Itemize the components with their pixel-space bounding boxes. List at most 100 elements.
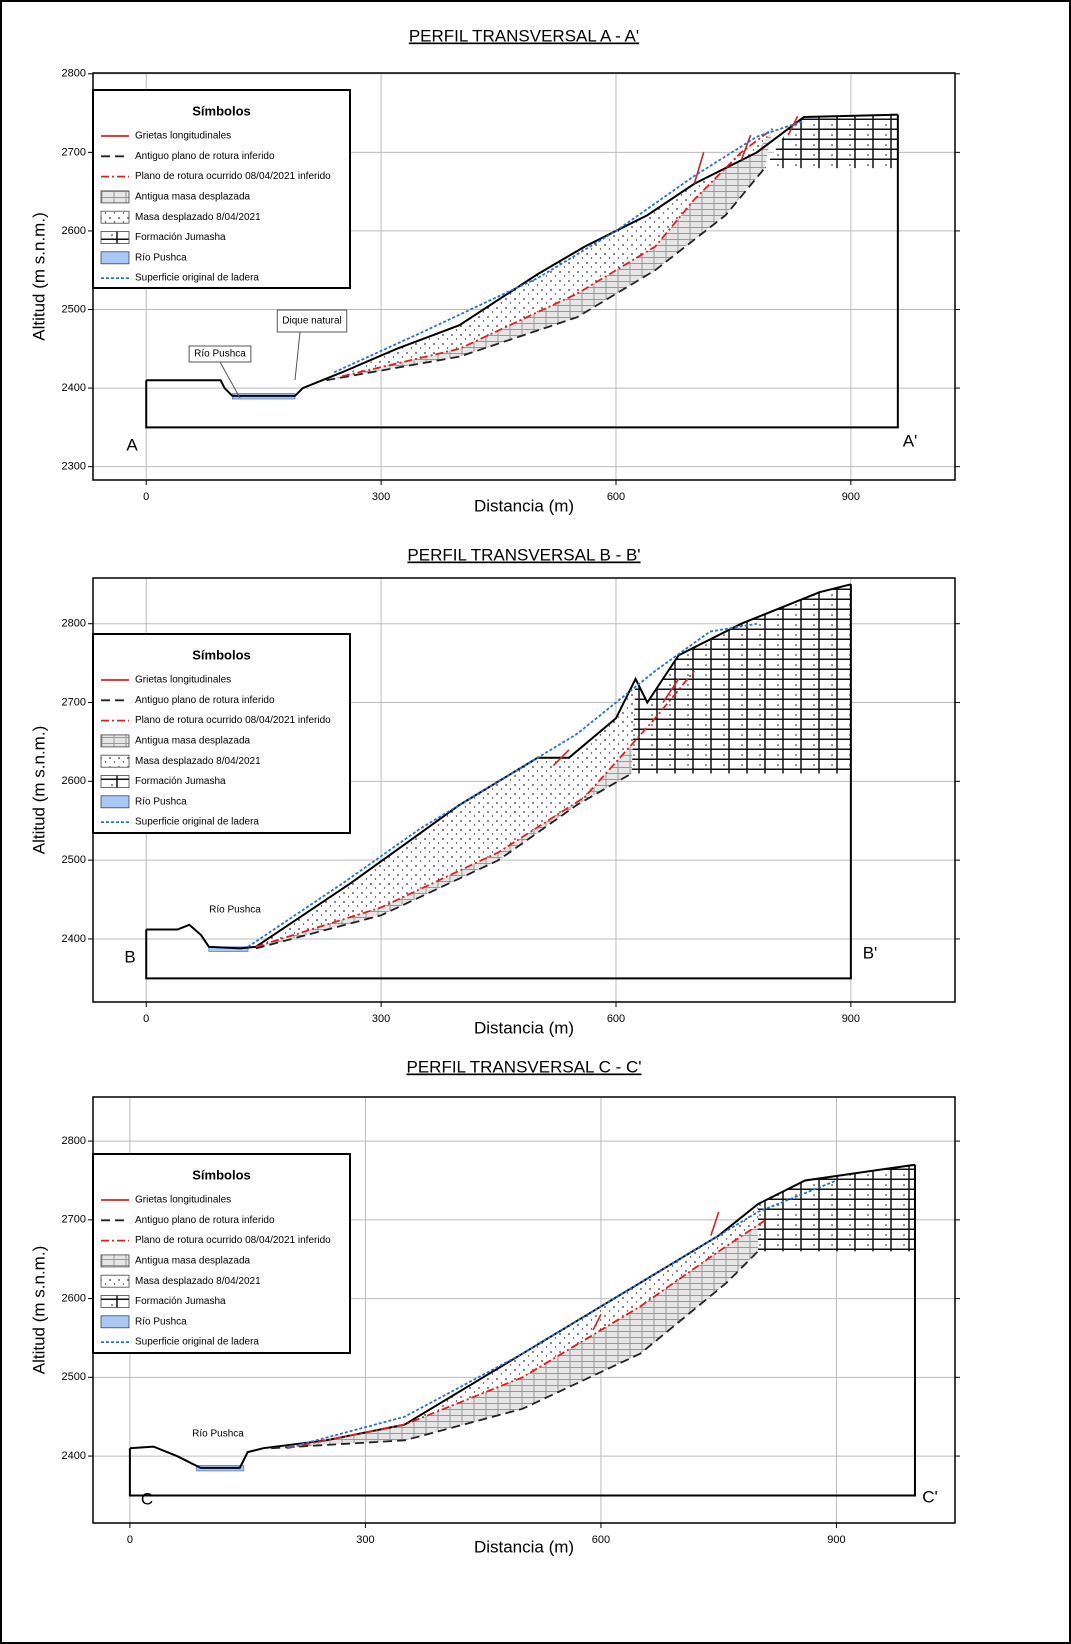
y-tick-label: 2800 bbox=[62, 68, 86, 80]
annotation-leader bbox=[294, 331, 301, 381]
section-end-label: B' bbox=[863, 943, 878, 962]
x-tick-label: 0 bbox=[143, 491, 149, 503]
legend-label: Río Pushca bbox=[135, 1316, 187, 1327]
profile-line bbox=[326, 167, 766, 382]
legend-label: Plano de rotura ocurrido 08/04/2021 infe… bbox=[135, 171, 331, 182]
y-tick-label: 2400 bbox=[62, 933, 86, 945]
section-end-label: C' bbox=[922, 1487, 938, 1506]
x-axis-label: Distancia (m) bbox=[474, 1018, 574, 1037]
legend-swatch bbox=[100, 1274, 130, 1288]
x-tick-label: 300 bbox=[356, 1534, 374, 1546]
legend-swatch bbox=[100, 190, 130, 204]
legend-box bbox=[92, 1153, 351, 1354]
y-tick-label: 2700 bbox=[62, 696, 86, 708]
x-tick-label: 0 bbox=[127, 1534, 133, 1546]
legend-label: Antigua masa desplazada bbox=[135, 192, 251, 203]
x-axis-label: Distancia (m) bbox=[474, 496, 574, 515]
x-tick-label: 900 bbox=[842, 1013, 860, 1025]
legend-label: Antiguo plano de rotura inferido bbox=[135, 695, 275, 706]
y-tick-label: 2500 bbox=[62, 1371, 86, 1383]
x-tick-label: 600 bbox=[607, 1013, 625, 1025]
profile-chart: PERFIL TRANSVERSAL C - C' 2400 2500 2600 270… bbox=[29, 1057, 960, 1556]
y-tick-label: 2800 bbox=[62, 618, 86, 630]
y-tick-label: 2600 bbox=[62, 225, 86, 237]
legend-swatch bbox=[100, 1254, 130, 1268]
legend-label: Grietas longitudinales bbox=[135, 675, 231, 686]
y-tick-label: 2400 bbox=[62, 382, 86, 394]
profile-line bbox=[286, 1219, 767, 1450]
x-tick-label: 300 bbox=[372, 1013, 390, 1025]
y-axis-label: Altitud (m s.n.m.) bbox=[29, 212, 48, 340]
profile-line bbox=[247, 622, 758, 948]
profile-chart: PERFIL TRANSVERSAL B - B' 2400 2500 2600 270… bbox=[29, 545, 960, 1037]
profile-line bbox=[271, 1250, 759, 1450]
legend-title: Símbolos bbox=[192, 647, 251, 662]
annotation: Río Pushca bbox=[194, 349, 246, 360]
jumasha-area bbox=[764, 114, 898, 169]
y-tick-label: 2800 bbox=[62, 1135, 86, 1147]
y-tick-label: 2600 bbox=[62, 1292, 86, 1304]
x-tick-label: 600 bbox=[592, 1534, 610, 1546]
legend-label: Antiguo plano de rotura inferido bbox=[135, 151, 275, 162]
legend-label: Río Pushca bbox=[135, 252, 187, 263]
chart-title: PERFIL TRANSVERSAL A - A' bbox=[409, 26, 639, 45]
legend-label: Masa desplazado 8/04/2021 bbox=[135, 212, 261, 223]
legend-swatch bbox=[100, 1315, 130, 1329]
legend-title: Símbolos bbox=[192, 1167, 251, 1182]
legend-label: Río Pushca bbox=[135, 796, 187, 807]
jumasha-area bbox=[757, 1164, 915, 1252]
legend-label: Antigua masa desplazada bbox=[135, 1256, 251, 1267]
legend-label: Formación Jumasha bbox=[135, 776, 226, 787]
ground-surface bbox=[146, 583, 852, 950]
legend-swatch bbox=[100, 231, 130, 244]
legend-label: Formación Jumasha bbox=[135, 232, 226, 243]
section-start-label: C bbox=[141, 1489, 153, 1508]
y-axis-label: Altitud (m s.n.m.) bbox=[29, 726, 48, 854]
annotation: Río Pushca bbox=[192, 1429, 244, 1440]
annotation-leader bbox=[219, 361, 241, 399]
section-start-label: B bbox=[124, 947, 135, 966]
legend-label: Plano de rotura ocurrido 08/04/2021 infe… bbox=[135, 1235, 331, 1246]
legend-label: Antigua masa desplazada bbox=[135, 736, 251, 747]
profile-chart: PERFIL TRANSVERSAL A - A' 2300 2400 2500 260… bbox=[29, 26, 960, 515]
legend-label: Superficie original de ladera bbox=[135, 1337, 259, 1348]
y-tick-label: 2700 bbox=[62, 1214, 86, 1226]
legend-label: Grietas longitudinales bbox=[135, 1195, 231, 1206]
section-start-label: A bbox=[126, 435, 138, 454]
y-tick-label: 2400 bbox=[62, 1450, 86, 1462]
x-tick-label: 600 bbox=[607, 491, 625, 503]
legend-box bbox=[92, 89, 351, 289]
legend-label: Masa desplazado 8/04/2021 bbox=[135, 1276, 261, 1287]
legend-label: Superficie original de ladera bbox=[135, 817, 259, 828]
profile-line bbox=[286, 1179, 837, 1450]
legend-swatch bbox=[100, 210, 130, 224]
legend-swatch bbox=[100, 1295, 130, 1308]
legend-swatch bbox=[100, 251, 130, 265]
legend-title: Símbolos bbox=[192, 103, 251, 118]
legend-label: Formación Jumasha bbox=[135, 1296, 226, 1307]
legend-label: Superficie original de ladera bbox=[135, 273, 259, 284]
profile-base bbox=[128, 1164, 916, 1497]
x-tick-label: 300 bbox=[372, 491, 390, 503]
jumasha-area bbox=[631, 584, 851, 774]
new-mass-area bbox=[255, 655, 695, 947]
legend-label: Plano de rotura ocurrido 08/04/2021 infe… bbox=[135, 715, 331, 726]
y-tick-label: 2500 bbox=[62, 854, 86, 866]
legend-swatch bbox=[100, 734, 130, 748]
profile-line bbox=[693, 115, 799, 185]
y-tick-label: 2300 bbox=[62, 461, 86, 473]
annotation: Río Pushca bbox=[209, 905, 261, 916]
chart-title: PERFIL TRANSVERSAL C - C' bbox=[406, 1057, 641, 1076]
legend-label: Masa desplazado 8/04/2021 bbox=[135, 756, 261, 767]
legend-swatch bbox=[100, 795, 130, 809]
section-end-label: A' bbox=[903, 431, 918, 450]
y-tick-label: 2500 bbox=[62, 303, 86, 315]
legend-swatch bbox=[100, 775, 130, 788]
x-tick-label: 900 bbox=[842, 491, 860, 503]
y-tick-label: 2600 bbox=[62, 775, 86, 787]
profile-base bbox=[145, 584, 852, 980]
ground-surface bbox=[146, 113, 898, 397]
profile-line bbox=[592, 1211, 720, 1331]
annotation-box bbox=[276, 309, 348, 333]
